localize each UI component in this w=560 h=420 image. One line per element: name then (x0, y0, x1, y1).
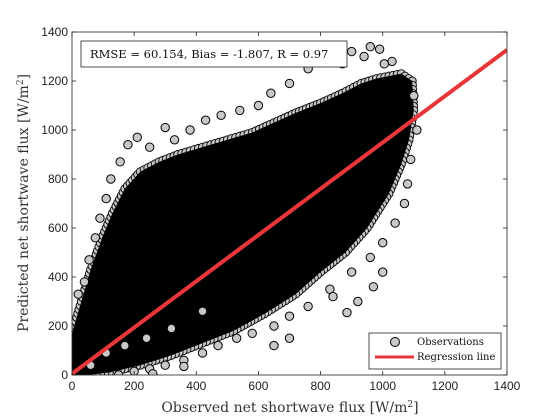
plot-frame (71, 31, 508, 376)
observation-point (405, 154, 416, 165)
observation-point (160, 122, 170, 133)
observation-point (303, 301, 313, 312)
observation-point (101, 193, 111, 204)
observation-point (266, 88, 276, 98)
legend-regression-label: Regression line (417, 352, 495, 363)
observations-cloud-core (72, 73, 414, 375)
x-tick-label: 200 (124, 379, 144, 393)
observation-point (359, 51, 369, 62)
observation-point (197, 306, 208, 316)
observation-point (213, 340, 223, 351)
x-axis-label: Observed net shortwave flux [W/m2] (161, 400, 418, 416)
observation-point (328, 291, 338, 302)
y-tick-label: 200 (48, 319, 68, 333)
observation-point (379, 59, 389, 69)
stats-text: RMSE = 60.154, Bias = -1.807, R = 0.97 (90, 47, 328, 61)
regression-line (72, 48, 507, 375)
y-tick-label: 1000 (41, 123, 68, 137)
x-tick-label: 400 (186, 379, 206, 393)
y-axis-label: Predicted net shortwave flux [W/m2] (16, 74, 32, 332)
observation-point (368, 282, 379, 292)
observation-point (95, 213, 105, 223)
observation-point (412, 125, 422, 135)
observation-point (399, 198, 410, 209)
observation-point (84, 255, 94, 265)
observation-point (179, 361, 189, 372)
observation-point (185, 125, 195, 135)
x-tick-label: 1400 (494, 379, 521, 393)
x-tick-label: 600 (248, 379, 268, 393)
y-tick-label: 1200 (41, 74, 68, 88)
observation-point (166, 323, 177, 334)
y-tick-label: 400 (48, 270, 68, 284)
observation-point (123, 140, 133, 150)
observation-point (365, 42, 375, 52)
observation-point (346, 267, 357, 277)
x-tick-label: 0 (69, 379, 76, 393)
observation-point (79, 277, 90, 287)
data-layer (72, 42, 507, 375)
observation-point (346, 46, 357, 57)
observation-point (284, 78, 295, 89)
observation-point (120, 340, 130, 351)
observation-point (342, 307, 352, 318)
x-tick-label: 800 (311, 379, 331, 393)
observation-point (144, 142, 155, 152)
y-tick-label: 800 (48, 172, 68, 186)
observation-point (390, 218, 400, 228)
observation-point (284, 311, 295, 321)
y-tick-label: 1400 (41, 25, 68, 39)
observation-point (169, 135, 180, 145)
observation-point (253, 100, 264, 111)
tick-layer: 0 200 400 600 800 1000 1200 1400 0 200 400 600 800 10… (41, 25, 520, 393)
observation-point (90, 233, 101, 243)
observation-point (409, 91, 419, 101)
observation-point (231, 333, 242, 343)
legend-observations-label: Observations (417, 337, 484, 348)
observation-point (160, 360, 170, 370)
observation-point (353, 296, 363, 307)
observation-point (141, 333, 152, 343)
observation-point (197, 348, 208, 358)
observation-point (378, 267, 388, 277)
legend: Observations Regression line (368, 332, 502, 370)
observation-point (269, 340, 279, 351)
legend-observations-marker (390, 337, 400, 347)
x-tick-label: 1000 (369, 379, 396, 393)
observation-point (115, 157, 125, 167)
observation-point (235, 105, 245, 116)
x-tick-label: 1200 (432, 379, 459, 393)
observation-point (402, 179, 413, 189)
observation-point (200, 115, 211, 125)
observation-point (269, 321, 279, 331)
observation-point (247, 328, 257, 339)
observation-point (378, 238, 388, 248)
y-tick-label: 0 (61, 368, 68, 382)
observation-point (365, 252, 375, 263)
observation-point (132, 132, 142, 143)
observation-point (73, 289, 83, 299)
observation-point (216, 110, 226, 121)
observation-point (387, 56, 397, 67)
observation-point (106, 174, 116, 184)
stats-box: RMSE = 60.154, Bias = -1.807, R = 0.97 (80, 40, 348, 68)
observation-point (284, 333, 295, 343)
y-tick-label: 600 (48, 221, 68, 235)
observation-point (374, 44, 385, 54)
stats-box-frame (80, 40, 348, 68)
observation-point (148, 369, 158, 375)
